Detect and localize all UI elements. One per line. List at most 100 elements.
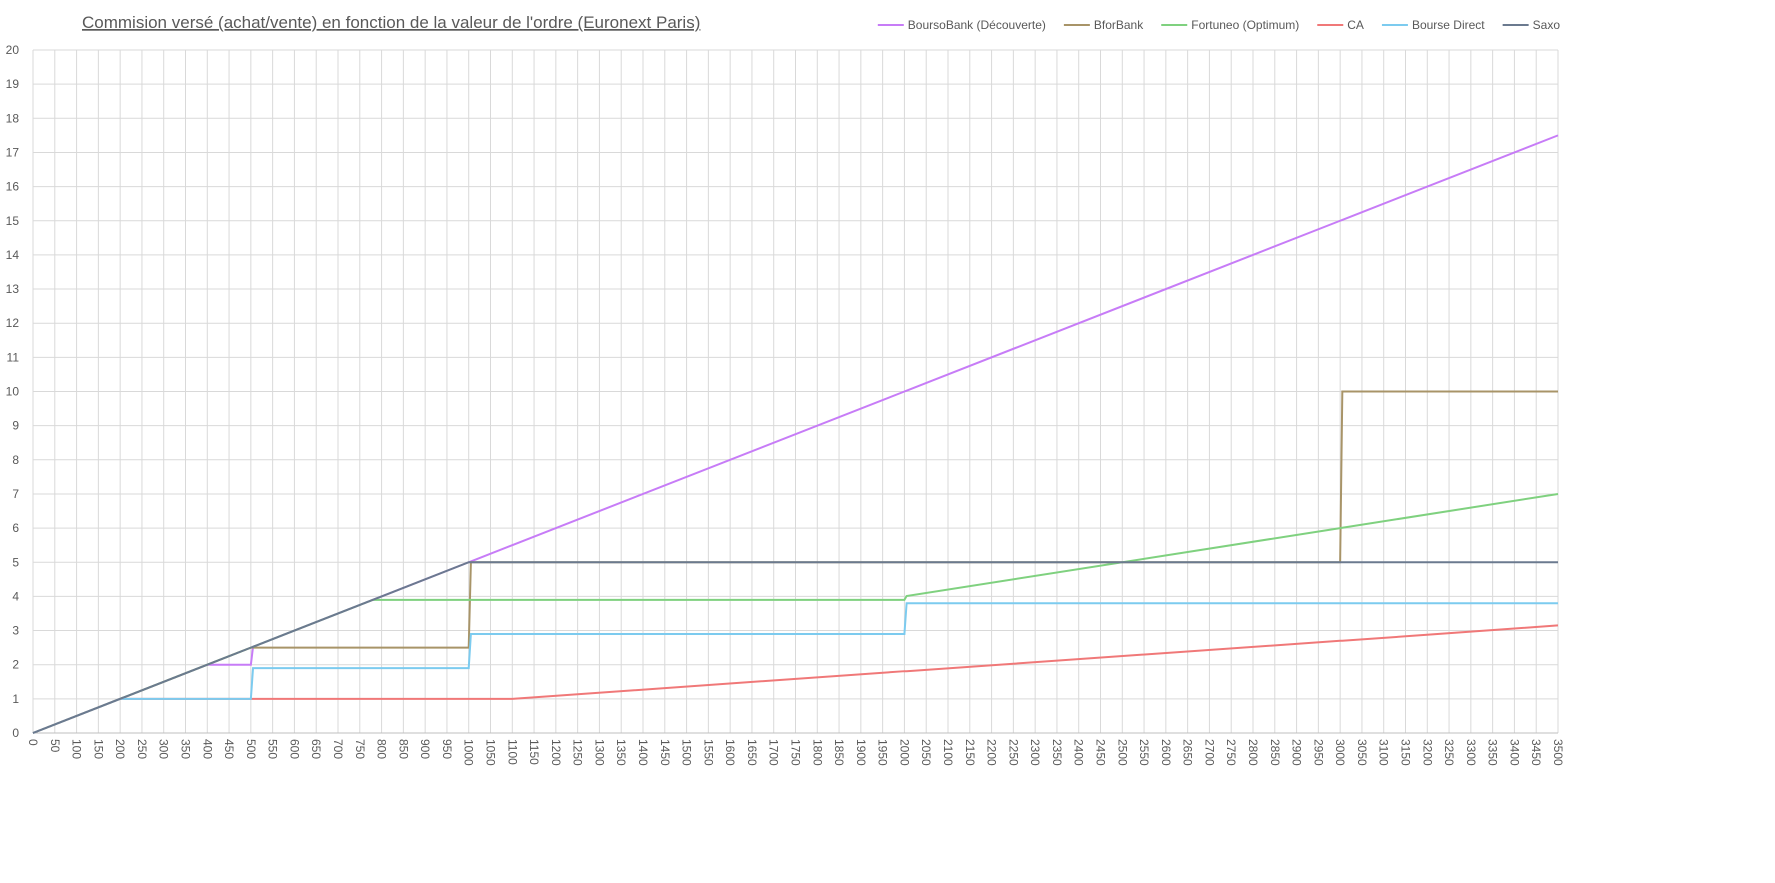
x-tick-label: 250 — [135, 739, 149, 759]
x-tick-label: 3500 — [1551, 739, 1565, 766]
x-tick-label: 3450 — [1529, 739, 1543, 766]
y-tick-label: 15 — [6, 214, 20, 228]
y-tick-label: 19 — [6, 77, 20, 91]
x-tick-label: 3200 — [1420, 739, 1434, 766]
x-tick-label: 2050 — [919, 739, 933, 766]
x-tick-label: 150 — [91, 739, 105, 759]
x-tick-label: 1250 — [571, 739, 585, 766]
legend-label: BoursoBank (Découverte) — [908, 18, 1046, 32]
y-tick-label: 17 — [6, 145, 20, 159]
y-tick-label: 2 — [12, 658, 19, 672]
x-tick-label: 3150 — [1399, 739, 1413, 766]
y-tick-label: 6 — [12, 521, 19, 535]
x-tick-label: 2700 — [1202, 739, 1216, 766]
y-tick-label: 16 — [6, 180, 20, 194]
x-tick-label: 1050 — [484, 739, 498, 766]
x-tick-label: 2800 — [1246, 739, 1260, 766]
x-tick-label: 2850 — [1268, 739, 1282, 766]
x-tick-label: 1300 — [592, 739, 606, 766]
x-tick-label: 1900 — [854, 739, 868, 766]
x-tick-label: 1550 — [701, 739, 715, 766]
y-tick-label: 13 — [6, 282, 20, 296]
series-line — [32, 602, 1558, 734]
x-tick-label: 3400 — [1507, 739, 1521, 766]
x-tick-label: 1950 — [876, 739, 890, 766]
x-tick-label: 50 — [48, 739, 62, 753]
x-tick-label: 300 — [157, 739, 171, 759]
x-tick-label: 2550 — [1137, 739, 1151, 766]
x-tick-label: 3250 — [1442, 739, 1456, 766]
x-tick-label: 2100 — [941, 739, 955, 766]
x-tick-label: 1350 — [614, 739, 628, 766]
y-tick-label: 18 — [6, 111, 20, 125]
x-tick-label: 700 — [331, 739, 345, 759]
x-tick-label: 2450 — [1094, 739, 1108, 766]
x-tick-label: 750 — [353, 739, 367, 759]
x-tick-label: 600 — [287, 739, 301, 759]
series-line — [32, 561, 1558, 734]
x-tick-label: 3300 — [1464, 739, 1478, 766]
y-tick-label: 4 — [12, 589, 19, 603]
y-tick-label: 14 — [6, 248, 20, 262]
x-tick-label: 2750 — [1224, 739, 1238, 766]
x-tick-label: 3100 — [1377, 739, 1391, 766]
x-tick-label: 3000 — [1333, 739, 1347, 766]
x-tick-label: 550 — [266, 739, 280, 759]
x-tick-label: 1850 — [832, 739, 846, 766]
x-tick-label: 1100 — [505, 739, 519, 765]
x-tick-label: 2150 — [963, 739, 977, 766]
x-tick-label: 1000 — [462, 739, 476, 766]
x-tick-label: 200 — [113, 739, 127, 759]
x-tick-label: 2900 — [1290, 739, 1304, 766]
x-tick-label: 3050 — [1355, 739, 1369, 766]
x-tick-label: 350 — [179, 739, 193, 759]
x-tick-label: 1650 — [745, 739, 759, 766]
x-tick-label: 0 — [26, 739, 40, 746]
x-tick-label: 950 — [440, 739, 454, 759]
y-tick-label: 8 — [12, 453, 19, 467]
x-tick-label: 1500 — [680, 739, 694, 766]
x-tick-label: 1450 — [658, 739, 672, 766]
x-tick-label: 2200 — [985, 739, 999, 766]
x-tick-label: 3350 — [1486, 739, 1500, 766]
legend-label: Bourse Direct — [1412, 18, 1485, 32]
chart-title: Commision versé (achat/vente) en fonctio… — [82, 13, 700, 32]
y-tick-label: 12 — [6, 316, 20, 330]
y-tick-label: 10 — [6, 385, 20, 399]
x-tick-label: 800 — [375, 739, 389, 759]
x-tick-label: 900 — [418, 739, 432, 759]
y-tick-label: 11 — [7, 350, 20, 364]
y-tick-label: 7 — [12, 487, 19, 501]
x-tick-label: 400 — [200, 739, 214, 759]
legend-label: Fortuneo (Optimum) — [1191, 18, 1299, 32]
x-tick-label: 1400 — [636, 739, 650, 766]
x-tick-label: 500 — [244, 739, 258, 759]
y-tick-label: 5 — [12, 555, 19, 569]
x-tick-label: 2600 — [1159, 739, 1173, 766]
x-tick-label: 2350 — [1050, 739, 1064, 766]
legend-label: CA — [1347, 18, 1364, 32]
x-tick-label: 2400 — [1072, 739, 1086, 766]
y-tick-label: 20 — [6, 43, 20, 57]
x-tick-label: 1150 — [527, 739, 541, 765]
x-tick-label: 650 — [309, 739, 323, 759]
x-tick-label: 2500 — [1115, 739, 1129, 766]
x-tick-label: 2650 — [1181, 739, 1195, 766]
x-tick-label: 1750 — [789, 739, 803, 766]
legend-label: BforBank — [1094, 18, 1144, 32]
x-tick-label: 450 — [222, 739, 236, 759]
legend-label: Saxo — [1533, 18, 1561, 32]
y-tick-label: 1 — [12, 692, 19, 706]
y-tick-label: 3 — [12, 624, 19, 638]
x-tick-label: 100 — [70, 739, 84, 759]
x-tick-label: 2250 — [1006, 739, 1020, 766]
x-tick-label: 1200 — [549, 739, 563, 766]
x-tick-label: 1700 — [767, 739, 781, 766]
x-tick-label: 1800 — [810, 739, 824, 766]
x-tick-label: 1600 — [723, 739, 737, 766]
x-tick-label: 2000 — [897, 739, 911, 766]
y-tick-label: 0 — [12, 726, 19, 740]
x-tick-label: 2950 — [1311, 739, 1325, 766]
x-tick-label: 850 — [396, 739, 410, 759]
